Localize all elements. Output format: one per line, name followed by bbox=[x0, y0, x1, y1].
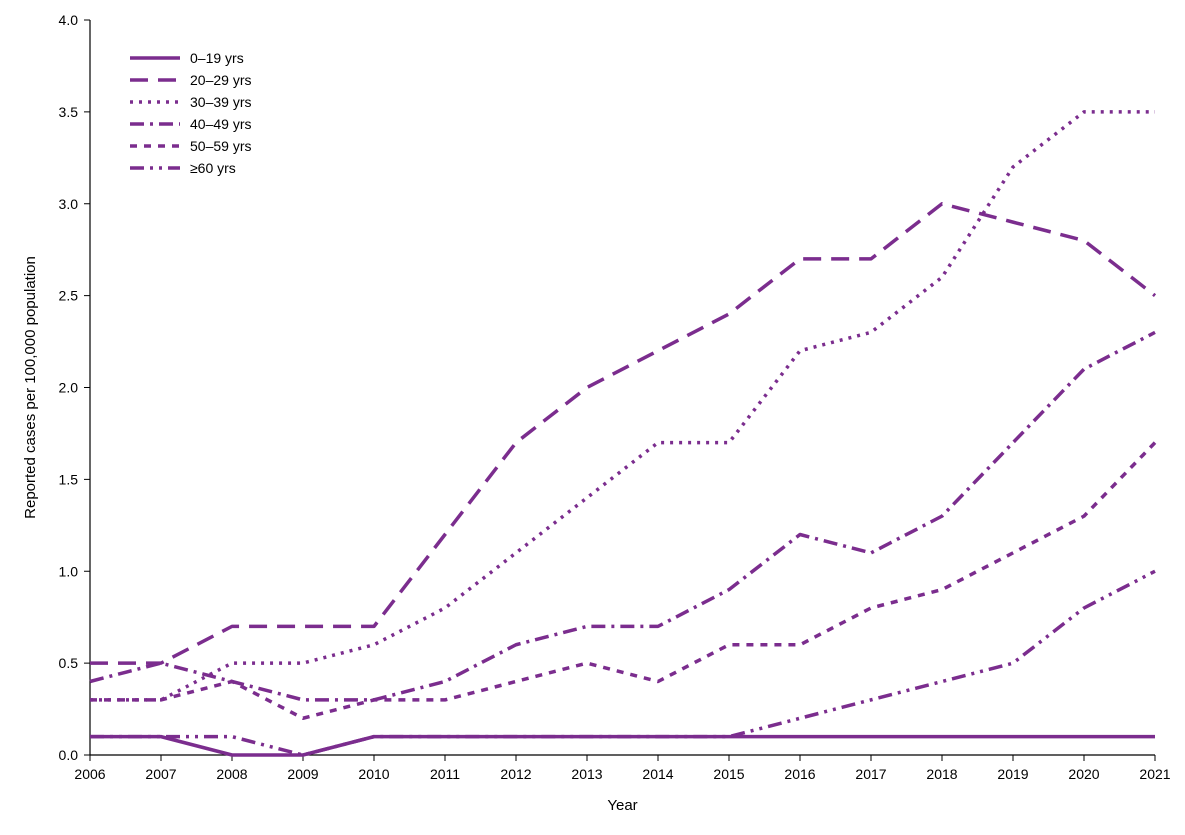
legend-label: 0–19 yrs bbox=[190, 50, 244, 66]
y-tick-label: 4.0 bbox=[59, 12, 79, 28]
x-tick-label: 2014 bbox=[642, 766, 673, 782]
x-tick-label: 2020 bbox=[1068, 766, 1099, 782]
y-tick-label: 2.5 bbox=[59, 288, 79, 304]
x-tick-label: 2015 bbox=[713, 766, 744, 782]
y-tick-label: 0.5 bbox=[59, 655, 79, 671]
legend-label: 40–49 yrs bbox=[190, 116, 251, 132]
y-tick-label: 0.0 bbox=[59, 747, 79, 763]
line-chart-container: 0.0 0.5 1.0 1.5 2.0 2.5 3.0 3.5 4.0 2006 2007 2008 2… bbox=[0, 0, 1185, 835]
y-tick-label: 1.5 bbox=[59, 471, 79, 487]
y-tick-label: 3.5 bbox=[59, 104, 79, 120]
x-tick-label: 2019 bbox=[997, 766, 1028, 782]
y-tick-label: 3.0 bbox=[59, 196, 79, 212]
legend-label: 30–39 yrs bbox=[190, 94, 251, 110]
y-tick-label: 2.0 bbox=[59, 380, 79, 396]
legend-label: 50–59 yrs bbox=[190, 138, 251, 154]
x-tick-label: 2018 bbox=[926, 766, 957, 782]
x-tick-label: 2010 bbox=[358, 766, 389, 782]
y-tick-label: 1.0 bbox=[59, 563, 79, 579]
y-axis-label: Reported cases per 100,000 population bbox=[22, 256, 39, 519]
x-tick-label: 2008 bbox=[216, 766, 247, 782]
x-tick-label: 2013 bbox=[571, 766, 602, 782]
line-chart: 0.0 0.5 1.0 1.5 2.0 2.5 3.0 3.5 4.0 2006 2007 2008 2… bbox=[0, 0, 1185, 835]
x-tick-label: 2009 bbox=[287, 766, 318, 782]
x-tick-label: 2016 bbox=[784, 766, 815, 782]
x-tick-label: 2007 bbox=[145, 766, 176, 782]
x-tick-label: 2006 bbox=[74, 766, 105, 782]
legend-label: ≥60 yrs bbox=[190, 160, 236, 176]
x-tick-label: 2011 bbox=[430, 766, 460, 782]
x-tick-label: 2021 bbox=[1139, 766, 1170, 782]
x-tick-label: 2012 bbox=[500, 766, 531, 782]
x-tick-label: 2017 bbox=[855, 766, 886, 782]
x-axis-label: Year bbox=[607, 797, 637, 814]
legend-label: 20–29 yrs bbox=[190, 72, 251, 88]
